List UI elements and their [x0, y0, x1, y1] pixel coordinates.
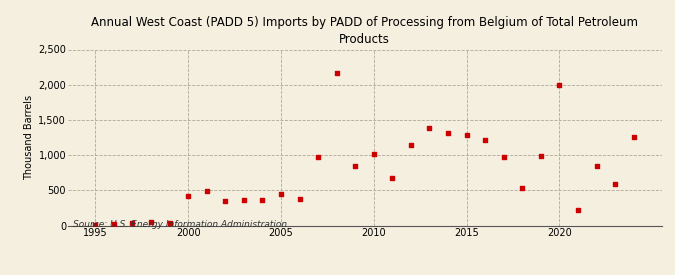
Text: Source: U.S. Energy Information Administration: Source: U.S. Energy Information Administ…: [74, 220, 288, 229]
Point: [220, 199, 231, 203]
Point: [406, 143, 416, 147]
Point: [498, 154, 509, 159]
Point: [257, 198, 268, 202]
Point: [517, 186, 528, 190]
Point: [461, 133, 472, 137]
Point: [443, 131, 454, 136]
Point: [275, 192, 286, 196]
Point: [610, 182, 620, 186]
Point: [294, 197, 305, 201]
Point: [146, 220, 157, 224]
Point: [201, 189, 212, 193]
Point: [591, 164, 602, 169]
Point: [183, 194, 194, 198]
Title: Annual West Coast (PADD 5) Imports by PADD of Processing from Belgium of Total P: Annual West Coast (PADD 5) Imports by PA…: [91, 16, 638, 46]
Point: [572, 208, 583, 212]
Point: [238, 198, 249, 202]
Point: [90, 222, 101, 227]
Point: [628, 134, 639, 139]
Point: [313, 154, 323, 159]
Point: [369, 152, 379, 156]
Point: [164, 221, 175, 226]
Point: [480, 138, 491, 142]
Point: [554, 82, 565, 87]
Point: [424, 126, 435, 131]
Y-axis label: Thousand Barrels: Thousand Barrels: [24, 95, 34, 180]
Point: [387, 176, 398, 180]
Point: [109, 222, 119, 226]
Point: [127, 221, 138, 226]
Point: [535, 154, 546, 158]
Point: [331, 71, 342, 76]
Point: [350, 164, 360, 169]
